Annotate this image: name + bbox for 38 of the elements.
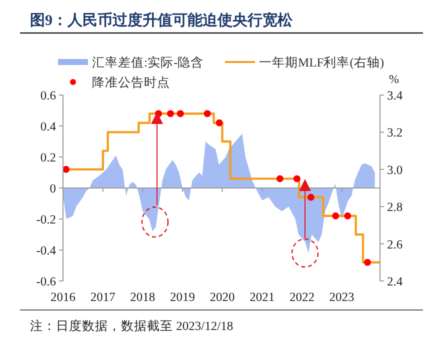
point: [276, 175, 284, 182]
y-tick-label: 0: [50, 182, 56, 196]
x-tick-label: 2023: [329, 290, 354, 304]
point: [176, 110, 184, 118]
y-tick-label: 0.6: [40, 88, 56, 102]
x-tick-label: 2022: [289, 290, 314, 304]
point: [364, 258, 371, 266]
y2-axis-title: %: [389, 72, 399, 86]
point: [344, 212, 352, 220]
point: [166, 110, 174, 118]
x-tick-label: 2021: [250, 290, 275, 304]
point: [204, 110, 211, 118]
x-tick-label: 2017: [90, 290, 116, 304]
point: [62, 166, 70, 173]
legend-label: 一年期MLF利率(右轴): [259, 54, 384, 70]
legend-label: 降准公告时点: [92, 76, 170, 90]
legend-label: 汇率差值:实际-隐含: [92, 54, 204, 70]
text: 注：日度数据，数据截至 2023/12/18: [30, 318, 234, 333]
y2-tick-label: 2.6: [387, 237, 403, 252]
y-tick-label: -0.2: [36, 212, 56, 226]
x-tick-label: 2019: [170, 290, 195, 304]
chart-title: 图9：人民币过度升值可能迫使央行宽松: [30, 11, 294, 29]
x-tick-label: 2018: [130, 290, 156, 304]
y2-tick-label: 3.4: [387, 88, 404, 102]
point: [293, 175, 300, 182]
y-tick-label: 0.4: [40, 120, 57, 134]
x-tick-label: 2016: [50, 290, 76, 304]
y2-tick-label: 3.2: [387, 126, 403, 140]
x-tick-label: 2020: [210, 290, 235, 304]
y2-tick-label: 3.0: [387, 162, 403, 177]
y-tick-label: -0.4: [36, 244, 57, 258]
y2-tick-label: 2.4: [387, 274, 404, 288]
y-tick-label: 0.2: [40, 150, 56, 164]
y2-tick-label: 2.8: [387, 200, 403, 214]
y-tick-label: -0.6: [36, 274, 56, 288]
point: [216, 119, 223, 126]
point: [307, 194, 314, 201]
point: [332, 212, 340, 220]
